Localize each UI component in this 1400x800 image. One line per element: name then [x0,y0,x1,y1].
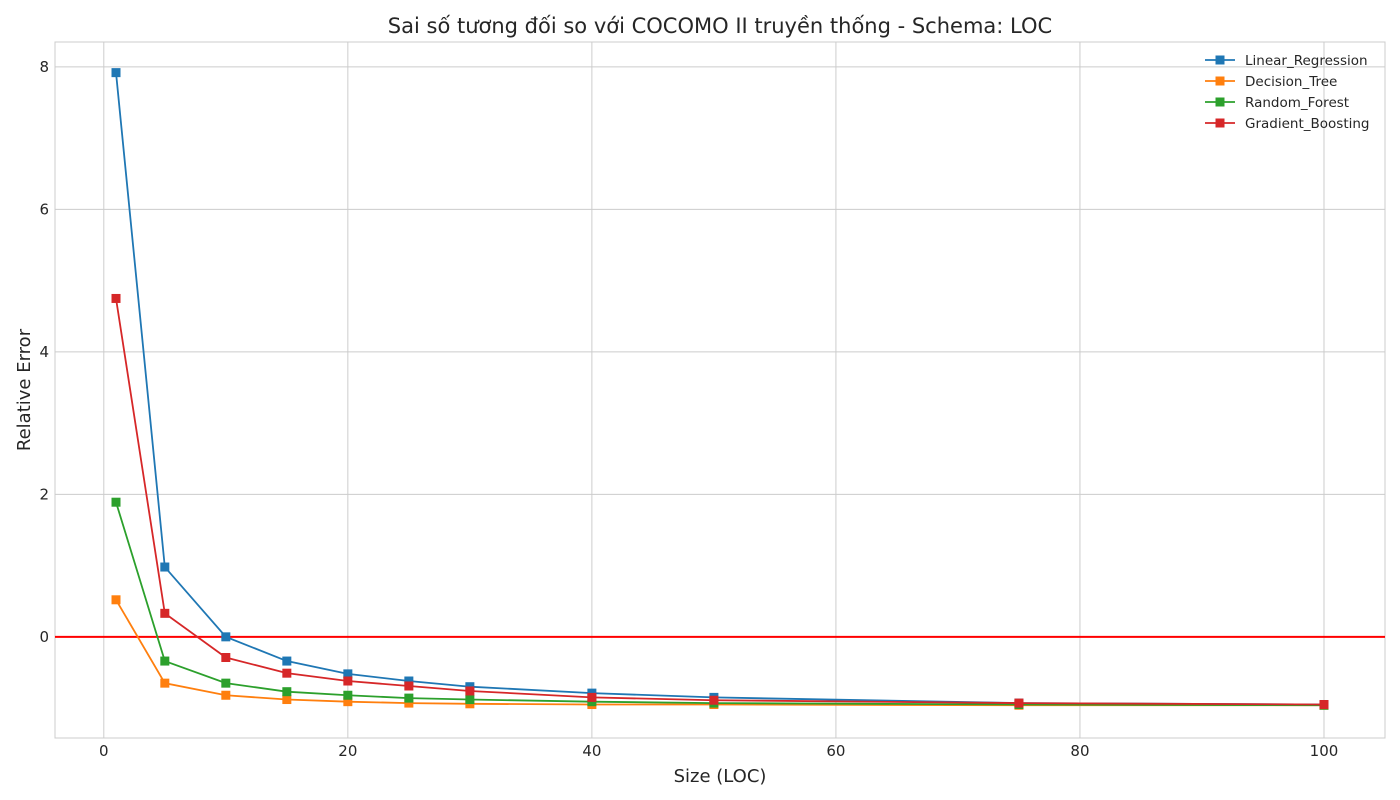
y-tick-label: 6 [39,200,49,218]
legend-item: Gradient_Boosting [1205,116,1370,132]
x-tick-label: 0 [99,742,109,760]
data-point [465,686,475,696]
y-tick-label: 4 [39,343,49,361]
legend-label: Random_Forest [1245,95,1349,111]
series-layer [111,68,1329,710]
data-point [404,698,414,708]
legend-marker [1215,76,1225,86]
data-point [160,678,170,688]
data-point [160,656,170,666]
data-point [221,678,231,688]
data-point [1319,700,1329,710]
data-point [282,687,292,697]
series-gradient-boosting [111,293,1329,710]
chart-title: Sai số tương đối so với COCOMO II truyền… [388,14,1052,38]
y-tick-label: 2 [39,485,49,503]
x-tick-label: 20 [338,742,357,760]
data-point [343,676,353,686]
data-point [404,676,414,686]
legend-item: Decision_Tree [1205,74,1337,90]
data-point [1014,698,1024,708]
legend-item: Random_Forest [1205,95,1349,111]
data-point [282,695,292,705]
tick-labels: 0 20 40 60 80 100 0 2 4 6 8 [39,58,1338,760]
data-point [111,68,121,78]
legend-item: Linear_Regression [1205,53,1368,69]
data-point [709,695,719,705]
data-point [160,608,170,618]
x-tick-label: 40 [582,742,601,760]
data-point [343,690,353,700]
x-tick-label: 80 [1070,742,1089,760]
data-point [111,595,121,605]
data-point [221,632,231,642]
legend-marker [1215,97,1225,107]
data-point [221,690,231,700]
legend-label: Gradient_Boosting [1245,116,1370,132]
data-point [343,669,353,679]
x-tick-label: 60 [826,742,845,760]
data-point [111,497,121,507]
data-point [404,693,414,703]
data-point [343,697,353,707]
data-point [587,692,597,702]
x-axis-title: Size (LOC) [674,766,767,787]
legend-label: Decision_Tree [1245,74,1337,90]
data-point [160,562,170,572]
x-tick-label: 100 [1310,742,1339,760]
data-point [111,293,121,303]
data-point [221,653,231,663]
legend-label: Linear_Regression [1245,53,1368,69]
y-axis-title: Relative Error [14,328,35,451]
data-point [282,656,292,666]
legend-marker [1215,118,1225,128]
data-point [465,695,475,705]
plot-area [54,41,1386,739]
data-point [404,681,414,691]
legend-marker [1215,55,1225,65]
y-tick-label: 8 [39,58,49,76]
legend: Linear_Regression Decision_Tree Random_For… [1205,53,1370,132]
data-point [282,668,292,678]
y-tick-label: 0 [39,628,49,646]
